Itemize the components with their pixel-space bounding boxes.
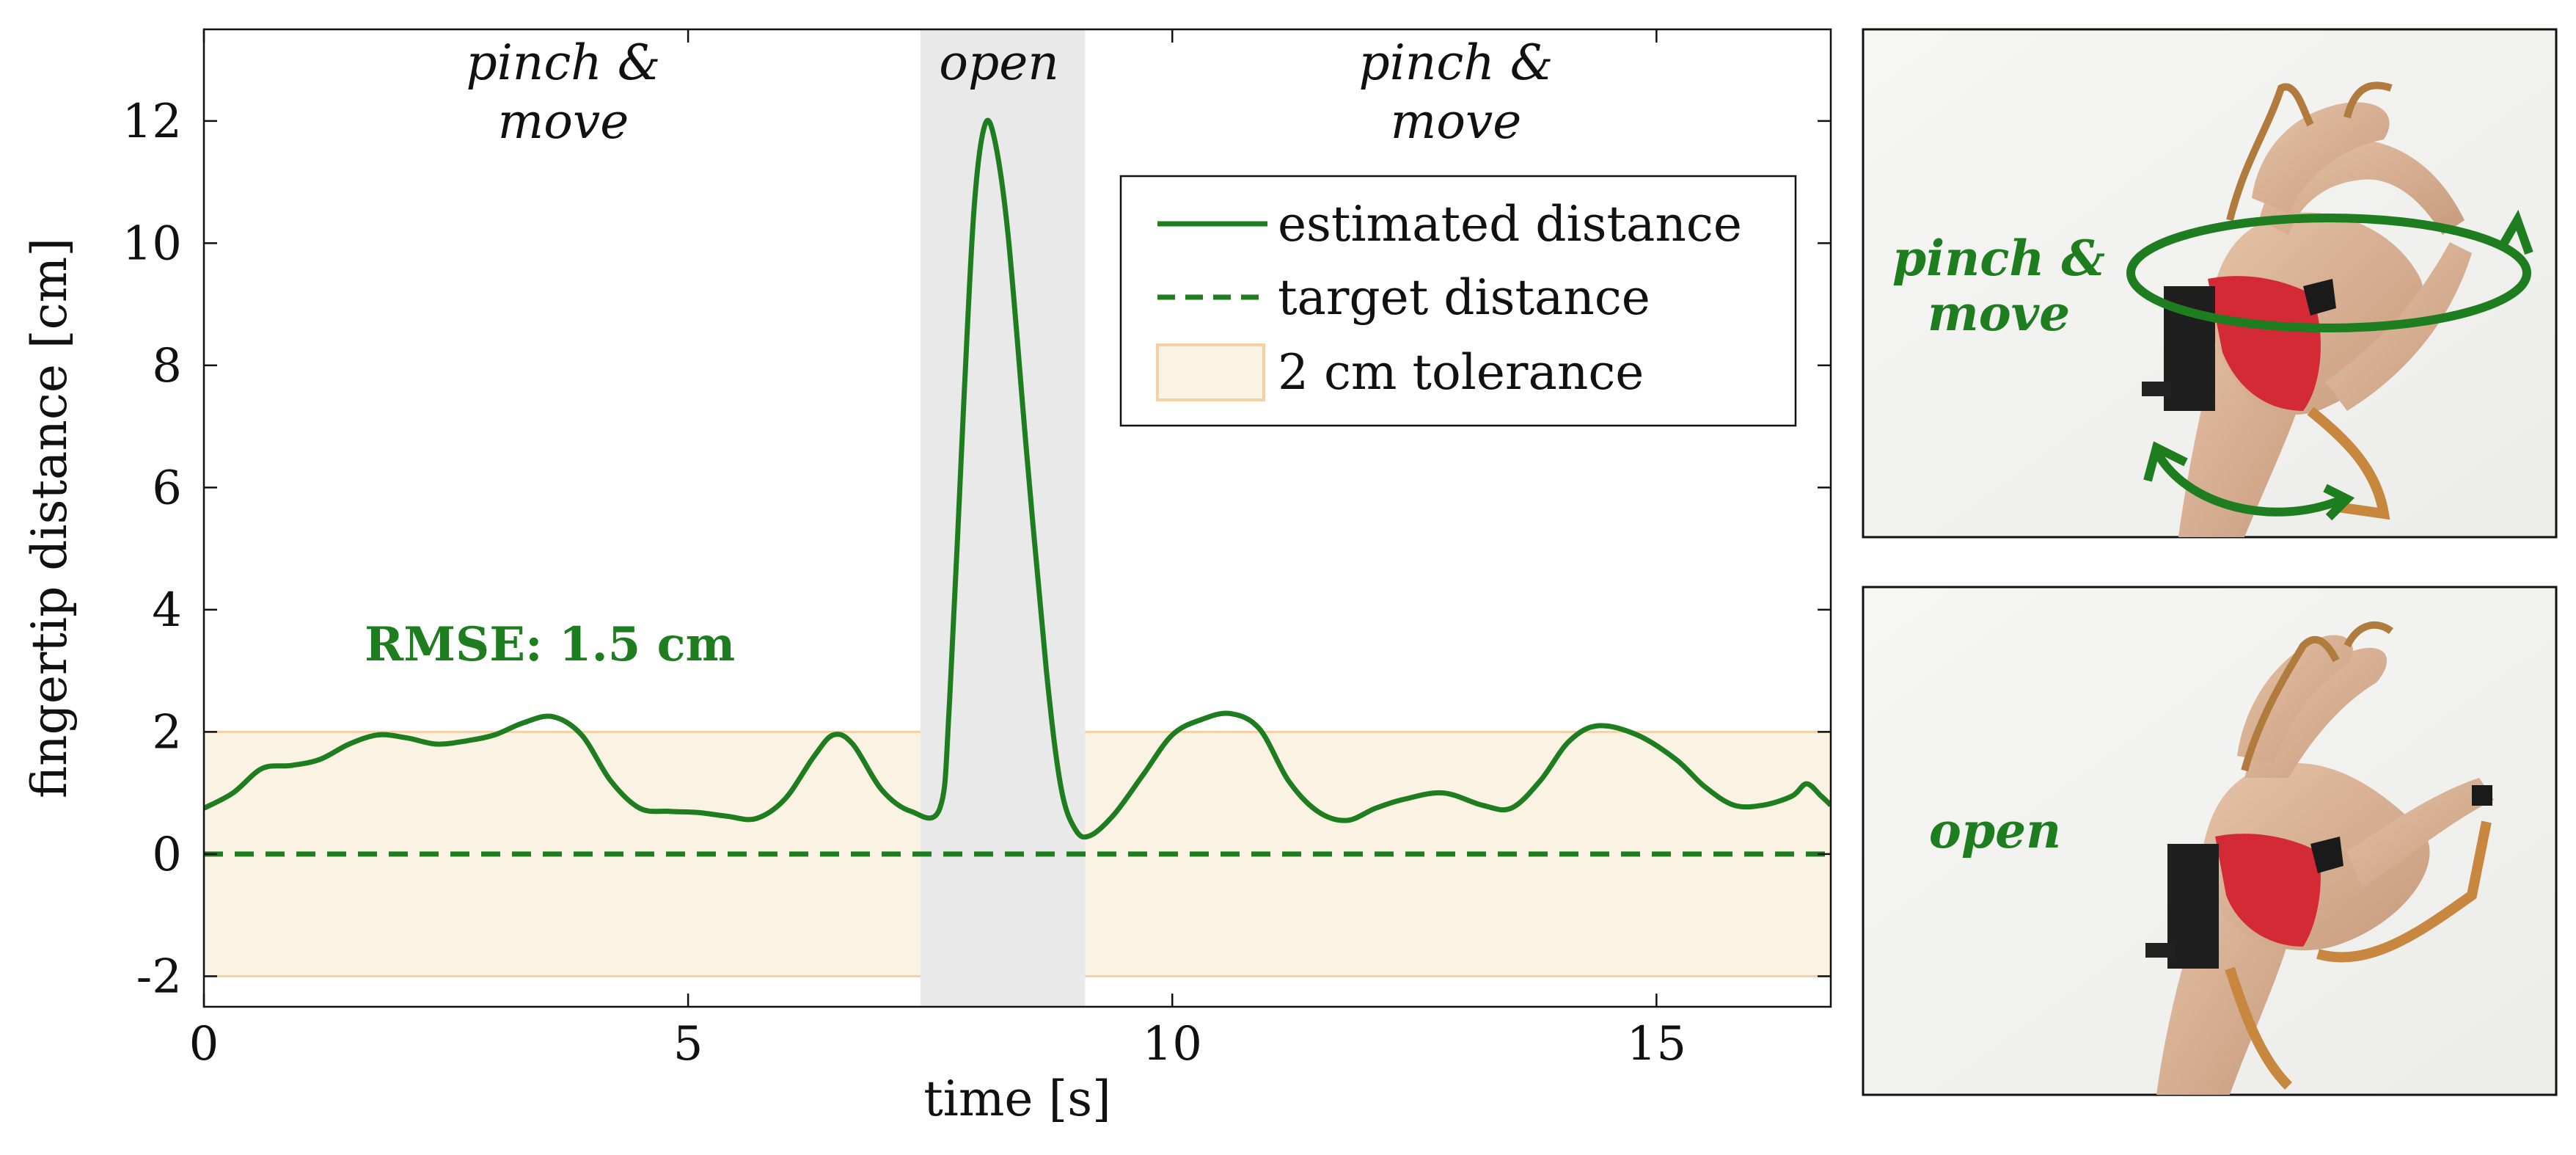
phase-label-right-line2: move <box>1391 93 1522 150</box>
x-tick-label: 5 <box>673 1017 703 1071</box>
phase-label-left-line1: pinch & <box>466 34 660 91</box>
photo-caption-open: open <box>1929 802 2061 859</box>
legend-label-estimated: estimated distance <box>1278 196 1742 252</box>
x-axis: 0 5 10 15 <box>189 29 1686 1071</box>
phase-label-right-line1: pinch & <box>1358 34 1553 91</box>
plot-frame <box>202 28 1832 1008</box>
y-axis: -2 0 2 4 6 8 10 12 <box>122 95 1831 1004</box>
phase-label-open: open <box>939 34 1059 91</box>
y-tick-label: 12 <box>122 95 182 149</box>
legend-swatch-tolerance <box>1156 343 1265 401</box>
photo-open: open <box>1862 586 2558 1096</box>
rmse-annotation: RMSE: 1.5 cm <box>365 617 735 672</box>
y-tick-label: 0 <box>152 828 182 882</box>
y-tick-label: -2 <box>136 950 182 1004</box>
y-tick-label: 8 <box>152 339 182 393</box>
x-tick-label: 10 <box>1143 1017 1202 1071</box>
x-tick-label: 15 <box>1627 1017 1686 1071</box>
photo-pinch-and-move: pinch & move <box>1862 28 2558 539</box>
y-tick-label: 6 <box>152 461 182 515</box>
x-axis-label: time [s] <box>923 1071 1111 1127</box>
y-tick-label: 4 <box>152 583 182 638</box>
estimated-distance-line <box>204 117 1831 840</box>
legend: estimated distance target distance 2 cm … <box>1119 175 1797 427</box>
hand-illustration-open <box>2145 621 2494 1095</box>
y-axis-label: fingertip distance [cm] <box>21 238 78 798</box>
photo-caption-pinch-line1: pinch & <box>1892 230 2105 287</box>
phase-label-left-line2: move <box>498 93 629 150</box>
rotation-arrow <box>2126 214 2531 332</box>
wrist-rotation-arrow <box>2152 449 2346 517</box>
y-tick-label: 10 <box>122 216 182 271</box>
x-tick-label: 0 <box>189 1017 219 1071</box>
y-tick-label: 2 <box>152 705 182 759</box>
photo-caption-pinch-line2: move <box>1928 285 2070 342</box>
legend-label-tolerance: 2 cm tolerance <box>1278 344 1644 401</box>
legend-label-target: target distance <box>1278 269 1650 326</box>
hand-illustration-pinch <box>2126 81 2533 537</box>
